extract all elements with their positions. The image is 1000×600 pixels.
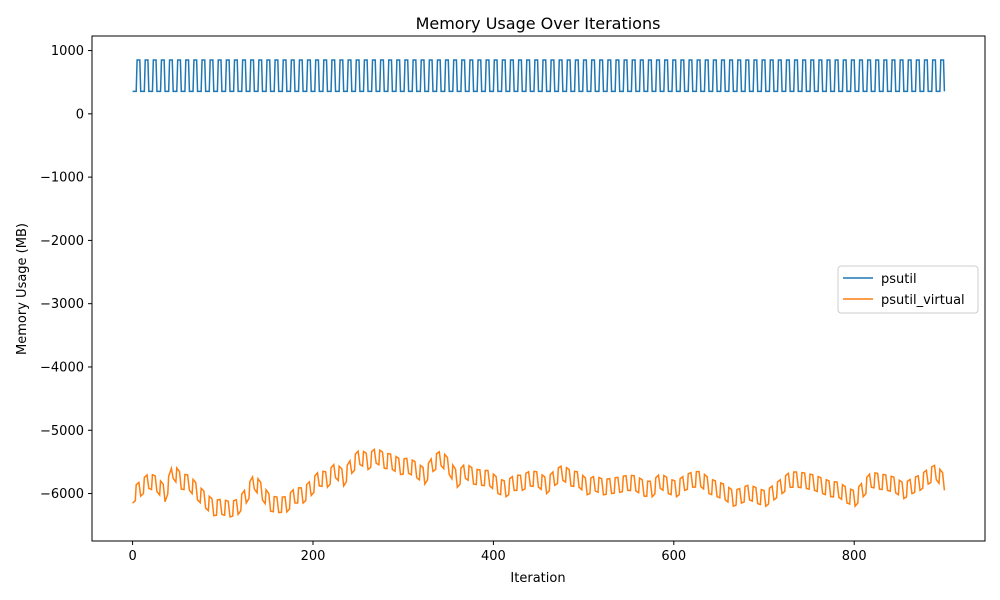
y-axis-ticks: 1000 0 −1000 −2000 −3000 −4000 −5000 −6000 [40, 44, 92, 502]
x-tick-label: 600 [661, 549, 686, 564]
x-tick-label: 0 [128, 549, 136, 564]
y-tick-label: 0 [76, 107, 84, 122]
y-tick-label: −1000 [40, 171, 84, 186]
x-tick-label: 800 [842, 549, 867, 564]
legend-label-psutil: psutil [881, 272, 917, 287]
series-line-psutil-virtual [132, 447, 946, 518]
y-tick-label: 1000 [51, 44, 84, 59]
plot-area-frame [91, 35, 986, 542]
y-tick-label: −6000 [40, 487, 84, 502]
x-axis-label: Iteration [510, 571, 565, 586]
y-tick-label: −2000 [40, 234, 84, 249]
plot-lines [132, 59, 946, 518]
y-tick-label: −5000 [40, 424, 84, 439]
y-tick-label: −4000 [40, 360, 84, 375]
y-tick-label: −3000 [40, 297, 84, 312]
legend: psutil psutil_virtual [837, 265, 979, 314]
chart-title: Memory Usage Over Iterations [416, 14, 661, 33]
y-axis-label: Memory Usage (MB) [15, 223, 30, 355]
series-line-psutil [132, 59, 946, 93]
x-tick-label: 400 [481, 549, 506, 564]
x-axis-ticks: 0 200 400 600 800 [128, 541, 867, 564]
x-tick-label: 200 [301, 549, 326, 564]
legend-label-psutil-virtual: psutil_virtual [881, 293, 965, 308]
